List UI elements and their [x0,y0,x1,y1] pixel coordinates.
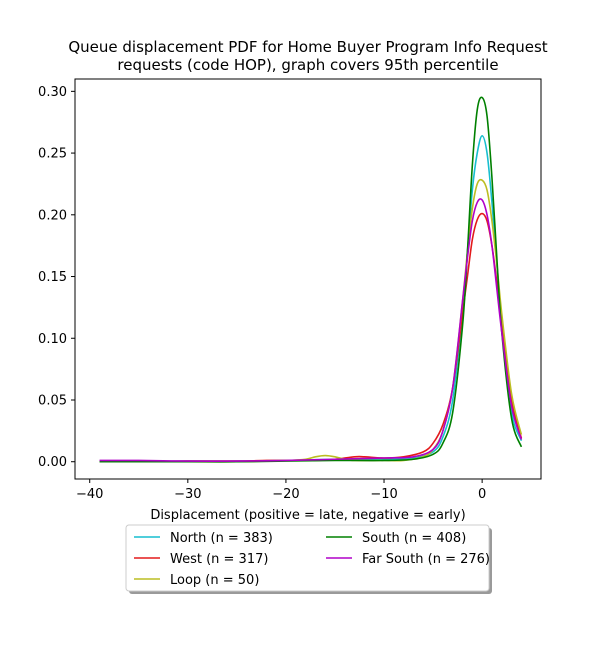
y-tick-label: 0.20 [38,208,67,223]
x-tick-label: 0 [478,487,486,502]
series-line-2 [99,178,523,463]
legend-label-3: South (n = 408) [362,531,466,546]
series-line-3 [99,96,523,463]
x-tick-label: −40 [76,487,103,502]
x-axis-label: Displacement (positive = late, negative … [150,508,465,523]
legend: North (n = 383) West (n = 317) Loop (n = 5… [125,524,492,594]
series-line-4 [99,198,523,462]
y-tick-label: 0.25 [38,147,67,162]
x-tick-label: −10 [370,487,397,502]
x-tick-label: −30 [174,487,201,502]
x-tick-label: −20 [272,487,299,502]
legend-label-0: North (n = 383) [170,531,273,546]
chart-title-line-1: Queue displacement PDF for Home Buyer Pr… [68,38,547,56]
series-line-0 [99,134,523,463]
legend-label-1: West (n = 317) [170,552,268,567]
y-tick-label: 0.30 [38,85,67,100]
chart-title-line-2: requests (code HOP), graph covers 95th p… [117,56,498,74]
y-tick-label: 0.00 [38,455,67,470]
y-tick-label: 0.10 [38,332,67,347]
axes-frame [74,78,542,480]
y-tick-label: 0.05 [38,393,67,408]
plot-area: −40 −30 −20 −10 0 0.00 0.05 0.10 0.15 0.20 0.25 0.3… [38,78,542,502]
legend-label-2: Loop (n = 50) [170,573,259,588]
legend-label-4: Far South (n = 276) [362,552,490,567]
legend-box [125,524,490,592]
y-tick-label: 0.15 [38,270,67,285]
